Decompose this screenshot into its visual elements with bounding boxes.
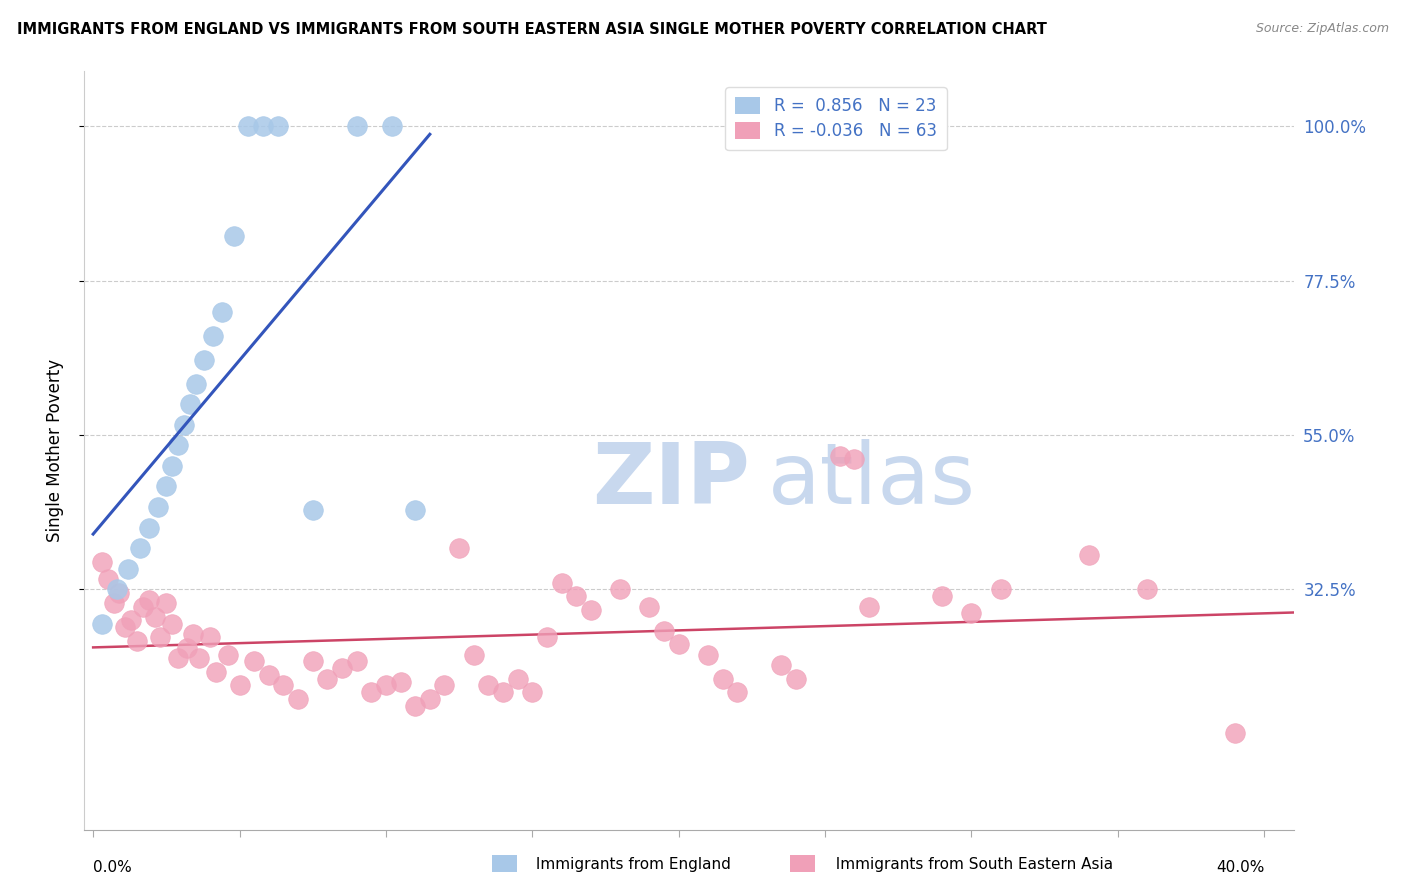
Point (97, 572, 120, 586)
Text: Immigrants from South Eastern Asia: Immigrants from South Eastern Asia (787, 857, 1114, 872)
Point (381, 120, 404, 134)
Point (844, 452, 866, 467)
Point (346, 120, 368, 134)
Point (506, 672, 529, 686)
Point (419, 692, 441, 706)
Point (360, 685, 382, 699)
Point (301, 503, 323, 517)
Point (90, 616, 112, 631)
Point (217, 648, 239, 662)
Point (449, 541, 471, 556)
Y-axis label: Single Mother Poverty: Single Mother Poverty (45, 359, 63, 542)
Point (404, 699, 426, 714)
Point (477, 678, 499, 692)
Point (266, 120, 288, 134)
Point (579, 603, 602, 617)
Point (785, 672, 807, 686)
Point (668, 637, 690, 651)
Point (205, 665, 228, 679)
Point (167, 438, 190, 452)
Text: 0.0%: 0.0% (93, 860, 132, 875)
Point (346, 655, 368, 669)
Point (155, 479, 177, 493)
Point (160, 458, 183, 473)
Point (257, 668, 280, 682)
Point (200, 631, 222, 645)
Text: 40.0%: 40.0% (1216, 860, 1264, 875)
Point (252, 120, 274, 134)
Point (828, 449, 851, 463)
Text: IMMIGRANTS FROM ENGLAND VS IMMIGRANTS FROM SOUTH EASTERN ASIA SINGLE MOTHER POVE: IMMIGRANTS FROM ENGLAND VS IMMIGRANTS FR… (17, 22, 1046, 37)
Point (711, 672, 734, 686)
Point (404, 503, 426, 517)
Point (389, 675, 412, 690)
Point (1223, 726, 1246, 740)
Point (160, 616, 183, 631)
Point (550, 575, 572, 590)
Point (522, 685, 544, 699)
Point (120, 613, 142, 627)
Point (492, 685, 515, 699)
Point (173, 417, 195, 432)
Point (433, 678, 456, 692)
Point (273, 678, 295, 692)
Point (374, 678, 396, 692)
Point (143, 610, 166, 624)
Point (90, 555, 112, 569)
Point (146, 500, 169, 514)
Legend: R =  0.856   N = 23, R = -0.036   N = 63: R = 0.856 N = 23, R = -0.036 N = 63 (725, 87, 946, 150)
Point (222, 229, 245, 244)
Point (1077, 548, 1099, 562)
Point (211, 304, 233, 318)
Point (638, 599, 661, 614)
Point (202, 328, 225, 343)
Text: ZIP: ZIP (592, 439, 749, 523)
Point (228, 678, 250, 692)
Point (179, 397, 201, 411)
Point (238, 120, 260, 134)
Point (155, 596, 177, 610)
Point (243, 655, 266, 669)
Point (463, 648, 485, 662)
Point (184, 376, 207, 391)
Point (129, 541, 152, 556)
Point (858, 599, 880, 614)
Point (138, 592, 160, 607)
Text: Source: ZipAtlas.com: Source: ZipAtlas.com (1256, 22, 1389, 36)
Point (187, 651, 209, 665)
Point (960, 607, 983, 621)
Point (108, 586, 131, 600)
Point (301, 655, 323, 669)
Point (125, 633, 148, 648)
Point (565, 589, 588, 603)
Point (536, 631, 558, 645)
Point (990, 582, 1012, 597)
Point (652, 624, 675, 638)
Point (117, 562, 139, 576)
Point (316, 672, 339, 686)
Point (697, 648, 720, 662)
Point (149, 631, 172, 645)
Point (193, 352, 215, 367)
Text: atlas: atlas (768, 439, 976, 523)
Point (931, 589, 953, 603)
Point (609, 582, 631, 597)
Point (1136, 582, 1159, 597)
Point (181, 627, 204, 641)
Point (103, 596, 125, 610)
Point (770, 657, 793, 672)
Text: Immigrants from England: Immigrants from England (492, 857, 731, 872)
Point (725, 685, 748, 699)
Point (138, 521, 160, 535)
Point (105, 582, 128, 597)
Point (330, 661, 353, 675)
Point (114, 620, 136, 634)
Point (176, 640, 198, 655)
Point (132, 599, 155, 614)
Point (167, 651, 190, 665)
Point (287, 692, 309, 706)
